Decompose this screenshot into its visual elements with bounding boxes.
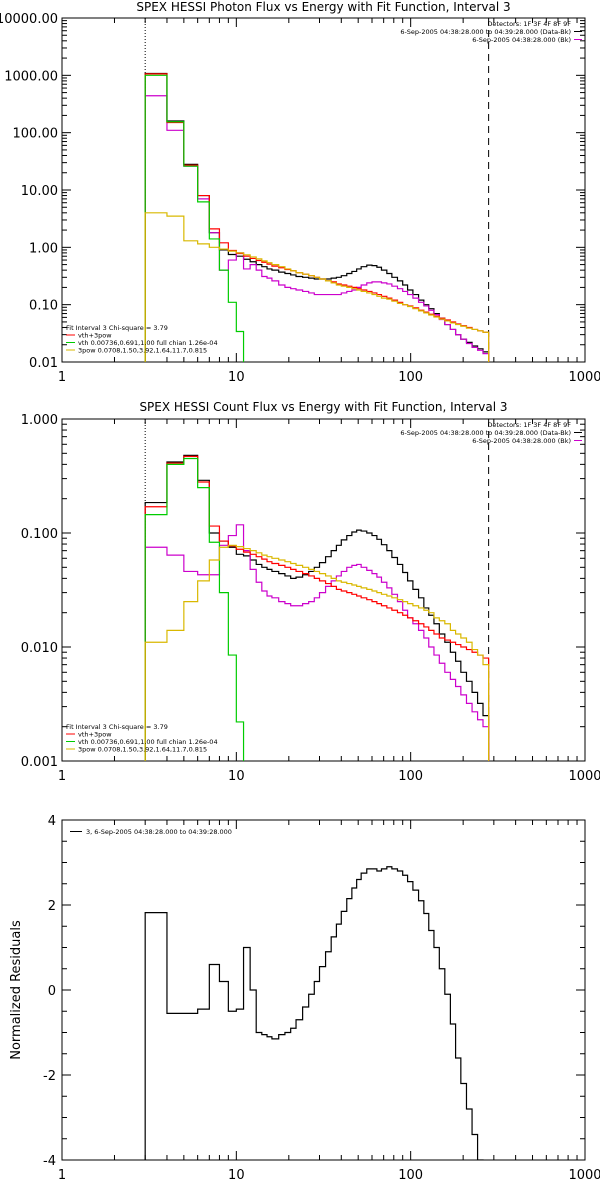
y-tick-label: 0.100 <box>21 527 58 542</box>
series-vth <box>144 74 245 362</box>
fit-info-text: Fit Interval 3 Chi-square = 3.79 <box>66 723 168 731</box>
series-residuals <box>144 866 484 1160</box>
series-vth-3pow <box>144 73 490 362</box>
detector-info-text: Detectors: 1F 3F 4F 8F 9F <box>487 20 571 28</box>
series-vth-3pow <box>144 455 490 761</box>
y-tick-label: -4 <box>43 1154 56 1169</box>
plot-frame <box>61 819 586 1161</box>
fit-info-text: 3pow 0.0708,1.50,3.92,1.64,11.7,0.815 <box>78 746 207 754</box>
plot-frame <box>61 17 586 363</box>
detector-info-text: 6-Sep-2005 04:38:28.000 to 04:39:28.000 … <box>400 28 571 36</box>
x-tick-label: 1000 <box>568 1168 600 1183</box>
detector-info-text: 6-Sep-2005 04:38:28.000 to 04:39:28.000 … <box>400 429 571 437</box>
y-tick-label: 0.10 <box>29 299 58 314</box>
series-bk <box>144 95 490 362</box>
x-tick-label: 1 <box>58 769 66 784</box>
y-tick-label: 100.00 <box>13 127 59 142</box>
y-tick-label: 0 <box>48 984 56 999</box>
y-axis-label: Normalized Residuals <box>9 920 24 1060</box>
x-tick-label: 100 <box>398 370 423 385</box>
y-tick-label: 10000.00 <box>0 12 58 27</box>
y-tick-label: 4 <box>48 814 56 829</box>
y-tick-label: 0.001 <box>21 755 58 770</box>
count-flux-panel: SPEX HESSI Count Flux vs Energy with Fit… <box>21 400 600 784</box>
x-tick-label: 10 <box>228 370 245 385</box>
y-tick-label: 1.000 <box>21 413 58 428</box>
plot-frame <box>61 418 586 762</box>
chart-title: SPEX HESSI Photon Flux vs Energy with Fi… <box>136 0 510 14</box>
y-tick-label: 1000.00 <box>4 69 58 84</box>
x-tick-label: 10 <box>228 769 245 784</box>
x-tick-label: 100 <box>398 1168 423 1183</box>
x-tick-label: 1000 <box>568 370 600 385</box>
y-tick-label: 0.010 <box>21 641 58 656</box>
x-tick-label: 1 <box>58 370 66 385</box>
y-tick-label: 2 <box>48 899 56 914</box>
photon-flux-panel: SPEX HESSI Photon Flux vs Energy with Fi… <box>0 0 600 385</box>
series-vth <box>144 457 245 761</box>
fit-info-text: vth+3pow <box>78 332 112 340</box>
fit-info-text: vth 0.00736,0.691,1.00 full chian 1.26e-… <box>78 339 218 347</box>
fit-info-text: vth+3pow <box>78 731 112 739</box>
detector-info-text: 6-Sep-2005 04:38:28.000 (Bk) <box>472 437 571 445</box>
detector-info-text: Detectors: 1F 3F 4F 8F 9F <box>487 421 571 429</box>
series-data-bk <box>144 454 490 761</box>
series-3pow <box>144 212 490 362</box>
y-tick-label: -2 <box>43 1069 56 1084</box>
chart-title: SPEX HESSI Count Flux vs Energy with Fit… <box>139 400 507 414</box>
residuals-panel: 1 10 100 1000 -4 -2 0 2 4 Normalized Residuals 3, … <box>9 814 600 1183</box>
x-tick-label: 1000 <box>568 769 600 784</box>
x-tick-label: 100 <box>398 769 423 784</box>
fit-info-text: 3pow 0.0708,1.50,3.92,1.64,11.7,0.815 <box>78 347 207 355</box>
legend-text: 3, 6-Sep-2005 04:38:28.000 to 04:39:28.0… <box>86 828 232 836</box>
x-tick-label: 10 <box>228 1168 245 1183</box>
fit-info-text: vth 0.00736,0.691,1.00 full chian 1.26e-… <box>78 738 218 746</box>
y-tick-label: 0.01 <box>29 356 58 371</box>
y-tick-label: 10.00 <box>21 184 58 199</box>
series-data-bk <box>144 72 490 362</box>
detector-info-text: 6-Sep-2005 04:38:28.000 (Bk) <box>472 36 571 44</box>
series-bk <box>144 524 490 761</box>
fit-info-text: Fit Interval 3 Chi-square = 3.79 <box>66 324 168 332</box>
x-tick-label: 1 <box>58 1168 66 1183</box>
y-tick-label: 1.00 <box>29 241 58 256</box>
series-3pow <box>144 544 490 761</box>
